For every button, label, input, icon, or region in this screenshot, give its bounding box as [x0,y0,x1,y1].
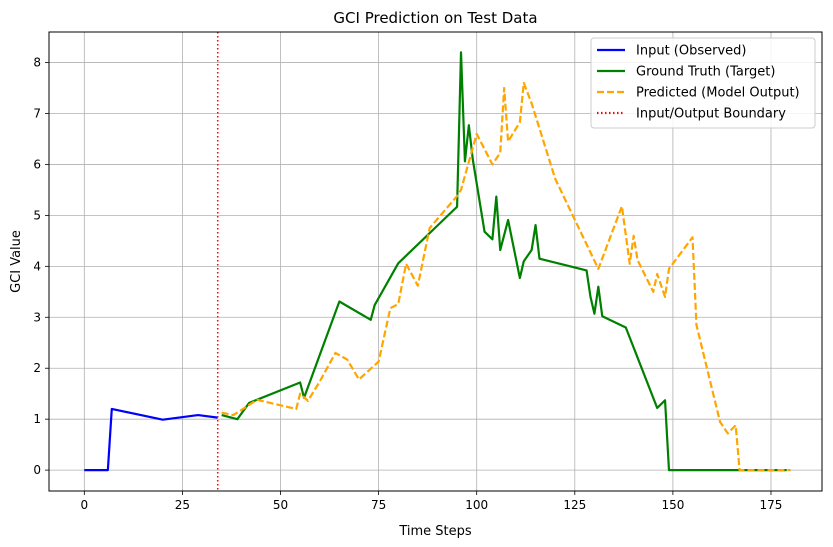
y-axis-label: GCI Value [9,230,24,293]
axis-ticks: 0 25 50 75 100 125 150 175 0 1 2 3 4 5 6 7 8 [33,56,782,512]
x-tick-label: 50 [273,498,288,512]
legend-entry: Input (Observed) [636,44,746,59]
x-tick-label: 25 [175,498,190,512]
series-lines [84,32,791,491]
plot-frame [48,31,823,492]
y-tick-label: 6 [33,157,41,171]
x-tick-label: 125 [563,498,586,512]
x-axis-label: Time Steps [398,524,472,539]
chart-title: GCI Prediction on Test Data [333,9,537,27]
x-tick-label: 0 [80,498,88,512]
y-tick-label: 1 [33,412,41,426]
series-line-ground-truth-target [221,51,787,472]
y-tick-label: 4 [33,259,41,273]
y-tick-label: 8 [33,56,41,70]
legend-entry: Input/Output Boundary [636,107,786,122]
legend-entry: Predicted (Model Output) [636,86,800,101]
y-tick-label: 0 [33,463,41,477]
legend-entry: Ground Truth (Target) [636,65,775,80]
legend-box [590,37,816,129]
legend: Input (Observed) Ground Truth (Target) Pre… [590,37,816,129]
y-tick-label: 5 [33,208,41,222]
x-tick-label: 150 [661,498,684,512]
x-tick-label: 175 [760,498,783,512]
x-tick-label: 100 [465,498,488,512]
y-tick-label: 3 [33,310,41,324]
y-tick-label: 7 [33,107,41,121]
x-tick-label: 75 [371,498,386,512]
series-line-predicted-model-output [221,81,791,472]
y-tick-label: 2 [33,361,41,375]
series-line-input-observed [84,407,218,472]
